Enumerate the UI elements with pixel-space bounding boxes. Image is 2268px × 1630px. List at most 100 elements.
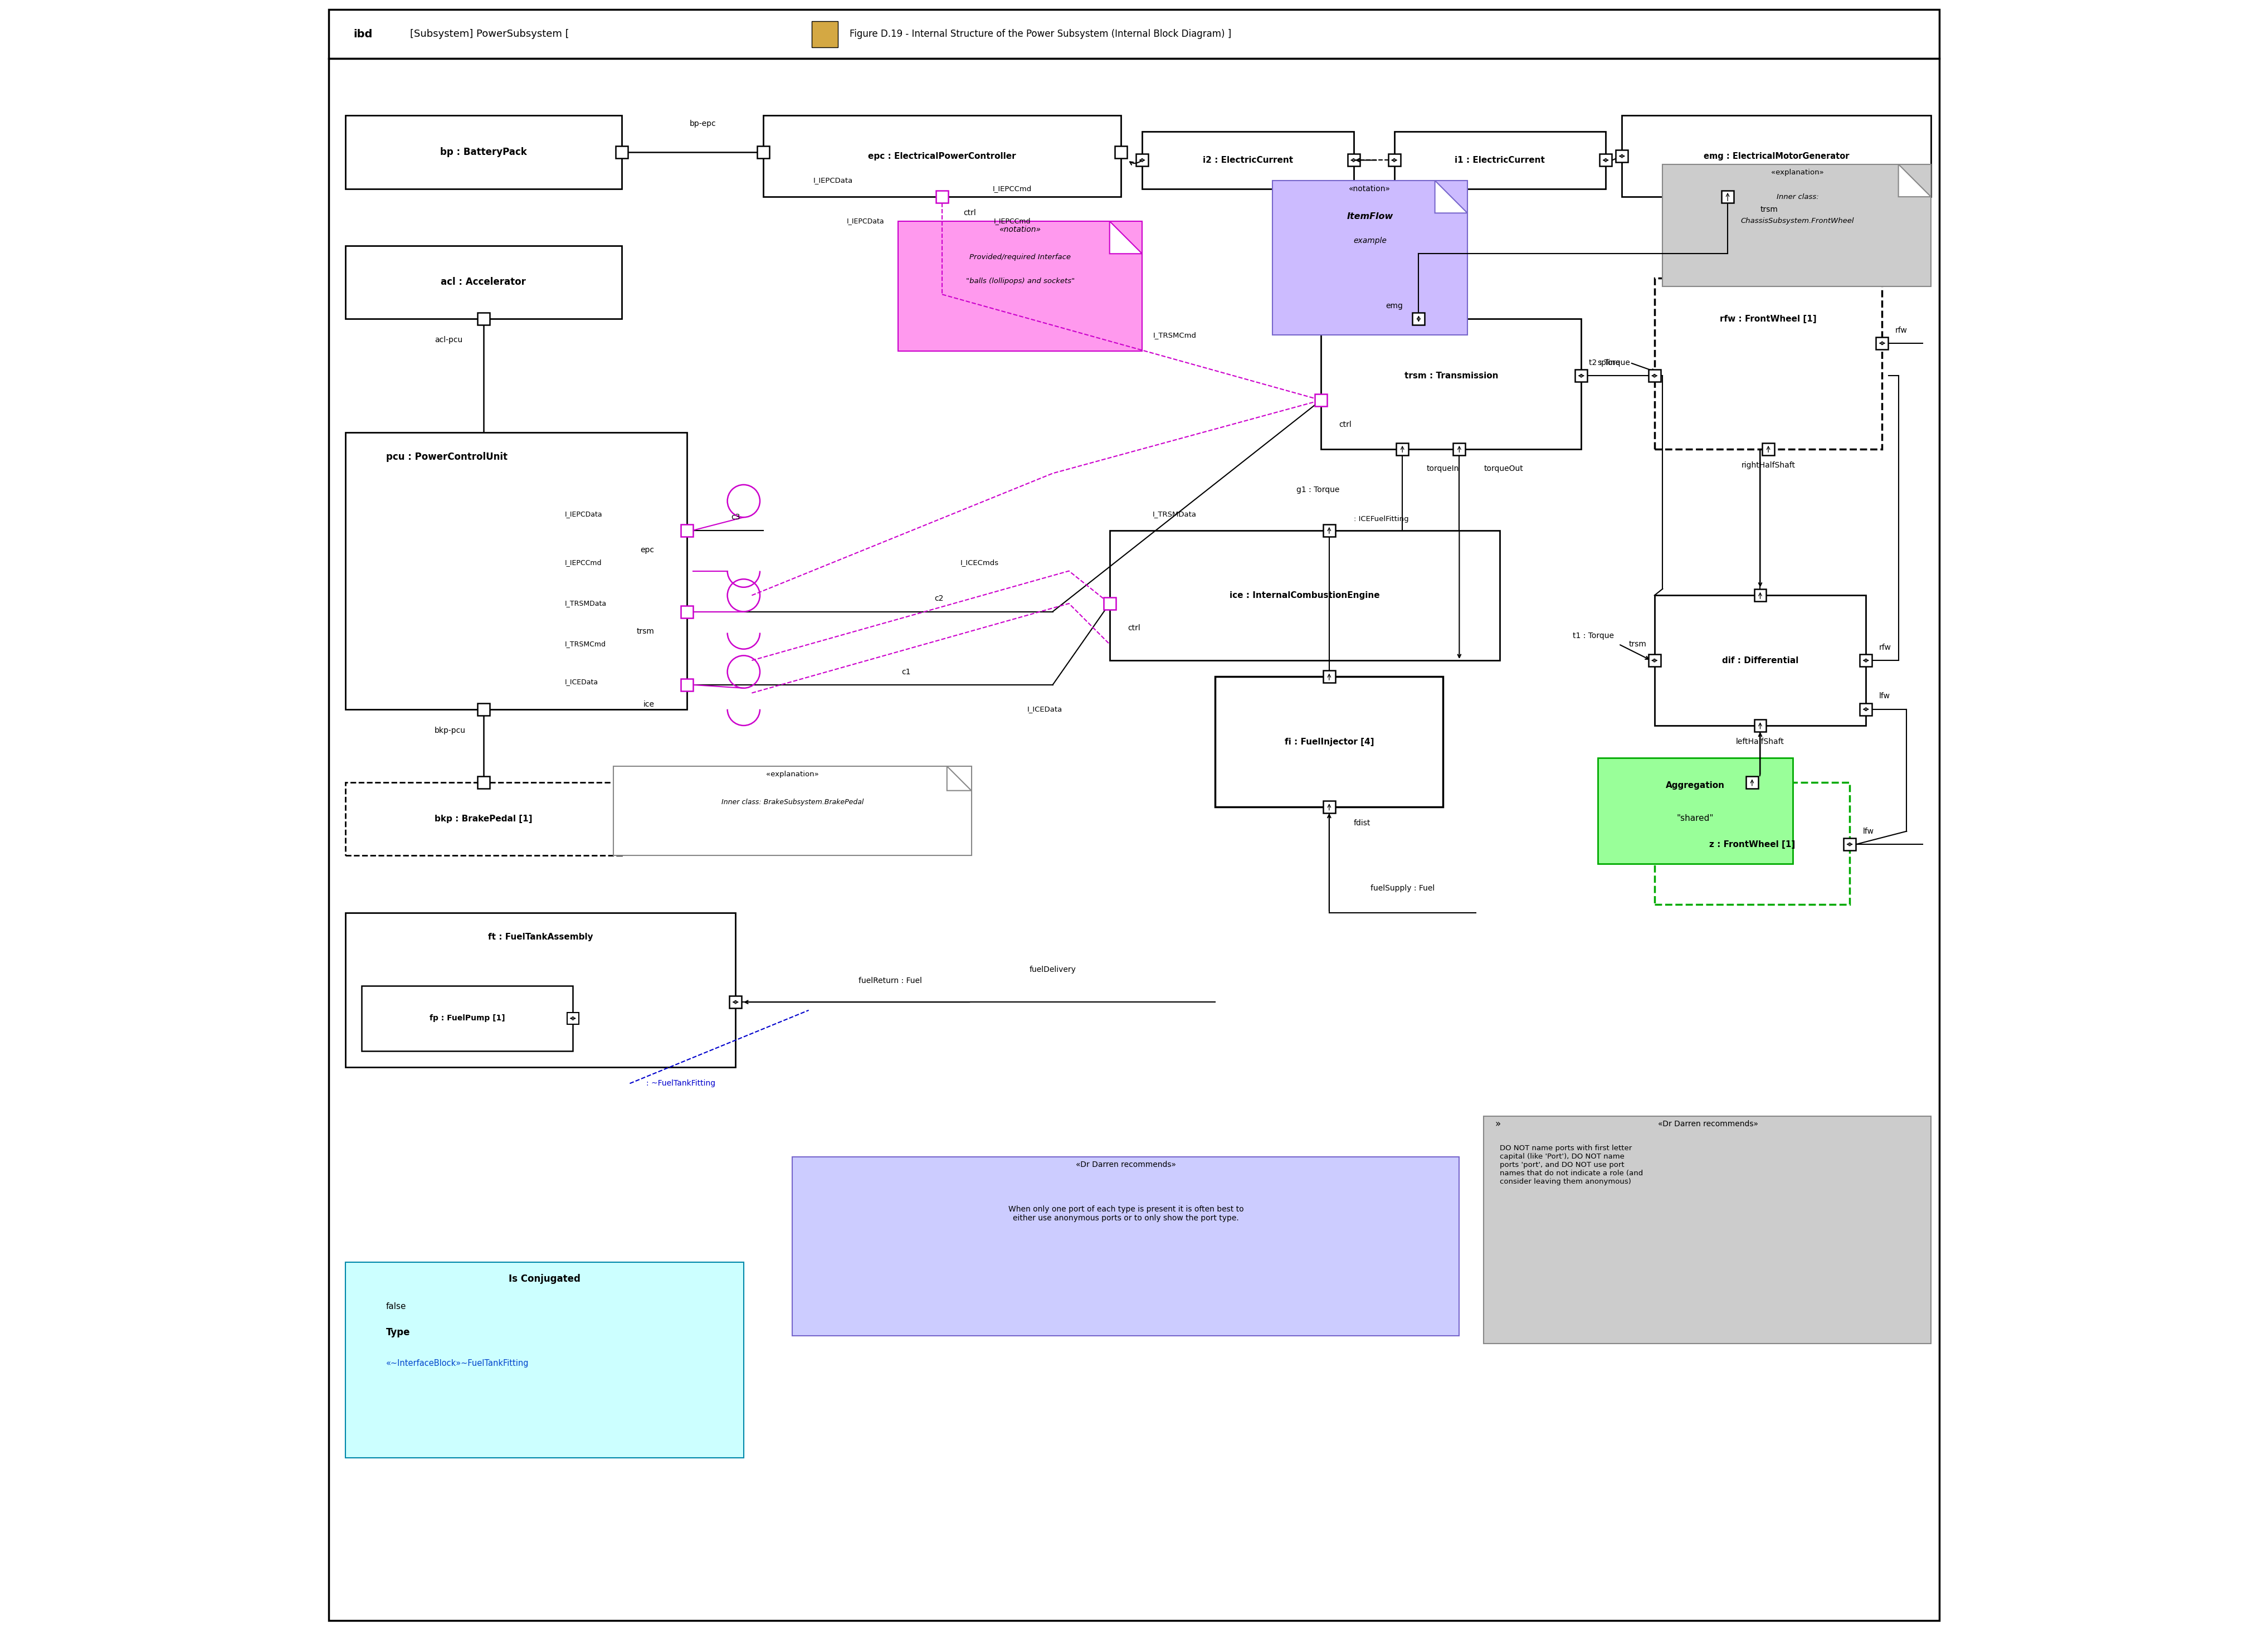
- Bar: [680, 525, 692, 536]
- Bar: [1397, 443, 1408, 455]
- Text: rfw: rfw: [1878, 644, 1892, 652]
- Text: spline: spline: [1597, 359, 1619, 367]
- Bar: [1876, 337, 1889, 349]
- Bar: [812, 21, 837, 47]
- Text: epc : ElectricalPowerController: epc : ElectricalPowerController: [869, 152, 1016, 160]
- Bar: [345, 116, 621, 189]
- Text: dif : Differential: dif : Differential: [1721, 657, 1799, 665]
- Bar: [1320, 319, 1581, 448]
- Bar: [345, 246, 621, 319]
- Text: g1 : Torque: g1 : Torque: [1297, 486, 1340, 494]
- Text: DO NOT name ports with first letter
capital (like 'Port'), DO NOT name
ports 'po: DO NOT name ports with first letter capi…: [1499, 1144, 1644, 1185]
- Text: : ~FuelTankFitting: : ~FuelTankFitting: [646, 1079, 714, 1087]
- Text: c2: c2: [934, 595, 943, 603]
- Text: fp : FuelPump [1]: fp : FuelPump [1]: [429, 1014, 506, 1022]
- Text: rfw: rfw: [1896, 326, 1907, 334]
- Bar: [1216, 676, 1442, 807]
- Text: «~InterfaceBlock»~FuelTankFitting: «~InterfaceBlock»~FuelTankFitting: [386, 1359, 528, 1368]
- Bar: [898, 222, 1143, 352]
- Text: lfw: lfw: [1878, 693, 1889, 701]
- Text: Inner class: BrakeSubsystem.BrakePedal: Inner class: BrakeSubsystem.BrakePedal: [721, 799, 864, 805]
- Text: fuelReturn : Fuel: fuelReturn : Fuel: [857, 976, 921, 985]
- Bar: [1653, 782, 1851, 905]
- Text: leftHalfShaft: leftHalfShaft: [1735, 738, 1785, 745]
- Bar: [1649, 370, 1660, 381]
- Text: t2 : Torque: t2 : Torque: [1590, 359, 1631, 367]
- Bar: [345, 782, 621, 856]
- Text: bkp-pcu: bkp-pcu: [435, 727, 465, 734]
- Text: «Dr Darren recommends»: «Dr Darren recommends»: [1658, 1120, 1758, 1128]
- Text: i2 : ElectricCurrent: i2 : ElectricCurrent: [1202, 156, 1293, 165]
- Text: I_ICEData: I_ICEData: [565, 678, 599, 685]
- Text: c3: c3: [730, 513, 739, 522]
- Text: rfw : FrontWheel [1]: rfw : FrontWheel [1]: [1719, 315, 1817, 323]
- Text: I_TRSMCmd: I_TRSMCmd: [565, 641, 606, 647]
- Text: «explanation»: «explanation»: [767, 771, 819, 778]
- Text: "balls (lollipops) and sockets": "balls (lollipops) and sockets": [966, 277, 1075, 285]
- Text: «explanation»: «explanation»: [1771, 170, 1823, 176]
- Text: When only one port of each type is present it is often best to
either use anonym: When only one port of each type is prese…: [1009, 1205, 1243, 1222]
- Bar: [567, 1012, 578, 1024]
- Bar: [329, 10, 1939, 59]
- Bar: [1753, 590, 1767, 601]
- Text: z : FrontWheel [1]: z : FrontWheel [1]: [1710, 839, 1794, 849]
- Text: trsm: trsm: [1760, 205, 1778, 214]
- Text: fuelSupply : Fuel: fuelSupply : Fuel: [1370, 885, 1433, 892]
- Text: Figure D.19 - Internal Structure of the Power Subsystem (Internal Block Diagram): Figure D.19 - Internal Structure of the …: [850, 29, 1232, 39]
- Bar: [1272, 181, 1467, 336]
- Text: trsm : Transmission: trsm : Transmission: [1404, 372, 1499, 380]
- Bar: [345, 913, 735, 1068]
- Bar: [1483, 1117, 1930, 1343]
- Text: false: false: [386, 1302, 406, 1311]
- Text: [Subsystem] PowerSubsystem [: [Subsystem] PowerSubsystem [: [411, 29, 569, 39]
- Text: t1 : Torque: t1 : Torque: [1572, 632, 1615, 641]
- Bar: [1721, 191, 1733, 202]
- Polygon shape: [948, 766, 971, 791]
- Bar: [476, 313, 490, 324]
- Bar: [476, 776, 490, 789]
- Bar: [1576, 370, 1588, 381]
- Text: ibd: ibd: [354, 29, 372, 39]
- Text: torqueOut: torqueOut: [1483, 465, 1524, 473]
- Text: emg: emg: [1386, 302, 1404, 310]
- Text: torqueIn: torqueIn: [1427, 465, 1458, 473]
- Text: : ICEFuelFitting: : ICEFuelFitting: [1354, 515, 1408, 523]
- Text: i1 : ElectricCurrent: i1 : ElectricCurrent: [1454, 156, 1545, 165]
- Bar: [792, 1157, 1458, 1335]
- Polygon shape: [1436, 181, 1467, 214]
- Bar: [1615, 150, 1628, 163]
- Text: ctrl: ctrl: [1127, 624, 1141, 632]
- Text: I_ICEData: I_ICEData: [1027, 706, 1061, 712]
- Bar: [1662, 165, 1930, 287]
- Text: ChassisSubsystem.FrontWheel: ChassisSubsystem.FrontWheel: [1742, 217, 1855, 225]
- Bar: [1395, 132, 1606, 189]
- Text: Type: Type: [386, 1327, 411, 1337]
- Bar: [730, 996, 742, 1009]
- Bar: [476, 703, 490, 716]
- Bar: [345, 1262, 744, 1457]
- Text: I_TRSMData: I_TRSMData: [565, 600, 606, 606]
- Bar: [1622, 116, 1930, 197]
- Text: ice: ice: [644, 701, 653, 709]
- Text: bkp : BrakePedal [1]: bkp : BrakePedal [1]: [435, 815, 533, 823]
- Bar: [1653, 279, 1882, 448]
- Text: »: »: [1495, 1120, 1501, 1130]
- Bar: [1315, 394, 1327, 406]
- Bar: [1649, 654, 1660, 667]
- Bar: [345, 432, 687, 709]
- Text: «notation»: «notation»: [1349, 184, 1390, 192]
- Text: ice : InternalCombustionEngine: ice : InternalCombustionEngine: [1229, 592, 1379, 600]
- Text: I_IEPCData: I_IEPCData: [565, 510, 603, 518]
- Bar: [1322, 800, 1336, 813]
- Bar: [1599, 155, 1613, 166]
- Bar: [1454, 443, 1465, 455]
- Text: Inner class:: Inner class:: [1776, 192, 1819, 200]
- Text: «Dr Darren recommends»: «Dr Darren recommends»: [1075, 1161, 1177, 1169]
- Text: example: example: [1354, 236, 1386, 244]
- Bar: [1388, 155, 1399, 166]
- Bar: [680, 678, 692, 691]
- Bar: [615, 147, 628, 158]
- Text: fuelDelivery: fuelDelivery: [1030, 965, 1075, 973]
- Polygon shape: [1109, 222, 1143, 254]
- Bar: [1653, 595, 1867, 725]
